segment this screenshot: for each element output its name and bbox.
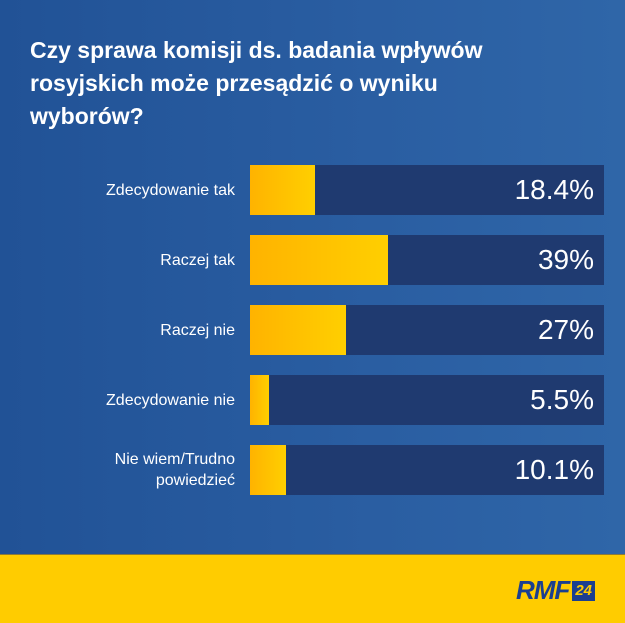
bar-row: Zdecydowanie tak 18.4% — [0, 165, 625, 215]
bar-label: Raczej nie — [160, 321, 235, 339]
bar-fill — [250, 235, 389, 285]
bar-track: 5.5% — [250, 375, 604, 425]
bar-track: 39% — [250, 235, 604, 285]
bar-track: 27% — [250, 305, 604, 355]
bar-label: Zdecydowanie tak — [106, 181, 235, 199]
bar-row: Nie wiem/Trudno powiedzieć 10.1% — [0, 445, 625, 495]
bar-value: 10.1% — [514, 454, 594, 485]
bar-fill — [250, 165, 316, 215]
bar-row: Raczej nie 27% — [0, 305, 625, 355]
logo-box: 24 — [572, 580, 595, 601]
bar-value: 5.5% — [530, 384, 594, 415]
bar-fill — [250, 445, 286, 495]
bar-fill — [250, 305, 346, 355]
bar-label: Raczej tak — [160, 251, 235, 269]
bar-fill — [250, 375, 270, 425]
bar-track: 10.1% — [250, 445, 604, 495]
bar-row: Raczej tak 39% — [0, 235, 625, 285]
rmf24-logo: RMF 24 — [516, 575, 595, 606]
bar-value: 39% — [537, 244, 594, 275]
chart-title: Czy sprawa komisji ds. badania wpływów r… — [30, 37, 483, 129]
bar-row: Zdecydowanie nie 5.5% — [0, 375, 625, 425]
footer-bar: RMF 24 — [0, 554, 625, 623]
logo-text: RMF — [515, 575, 570, 605]
bar-track: 18.4% — [250, 165, 604, 215]
bar-value: 27% — [537, 314, 594, 345]
bar-value: 18.4% — [514, 174, 594, 205]
bar-label: Nie wiem/Trudno powiedzieć — [114, 451, 235, 489]
bar-label: Zdecydowanie nie — [106, 391, 235, 409]
